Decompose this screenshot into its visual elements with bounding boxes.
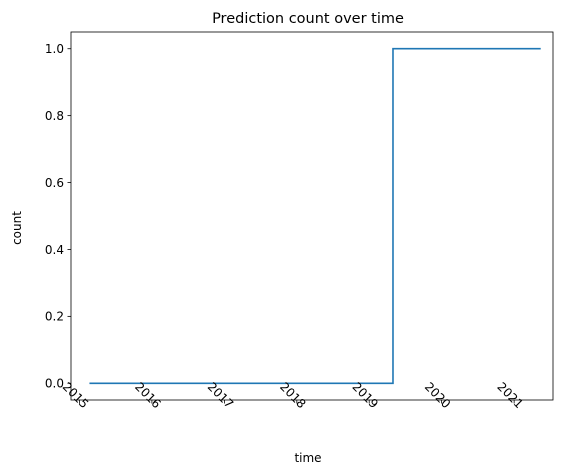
x-axis-label: time <box>294 451 321 465</box>
chart-title: Prediction count over time <box>212 11 404 27</box>
series-line-0 <box>89 47 541 385</box>
plot-area <box>89 47 541 385</box>
y-tick-label: 0.4 <box>45 243 64 257</box>
y-tick-label: 1.0 <box>45 42 64 56</box>
y-tick-label: 0.2 <box>45 310 64 324</box>
y-axis-label: count <box>10 211 24 245</box>
axes-frame <box>70 31 554 401</box>
y-tick-label: 0.8 <box>45 109 64 123</box>
y-tick-label: 0.0 <box>45 377 64 391</box>
y-tick-label: 0.6 <box>45 176 64 190</box>
